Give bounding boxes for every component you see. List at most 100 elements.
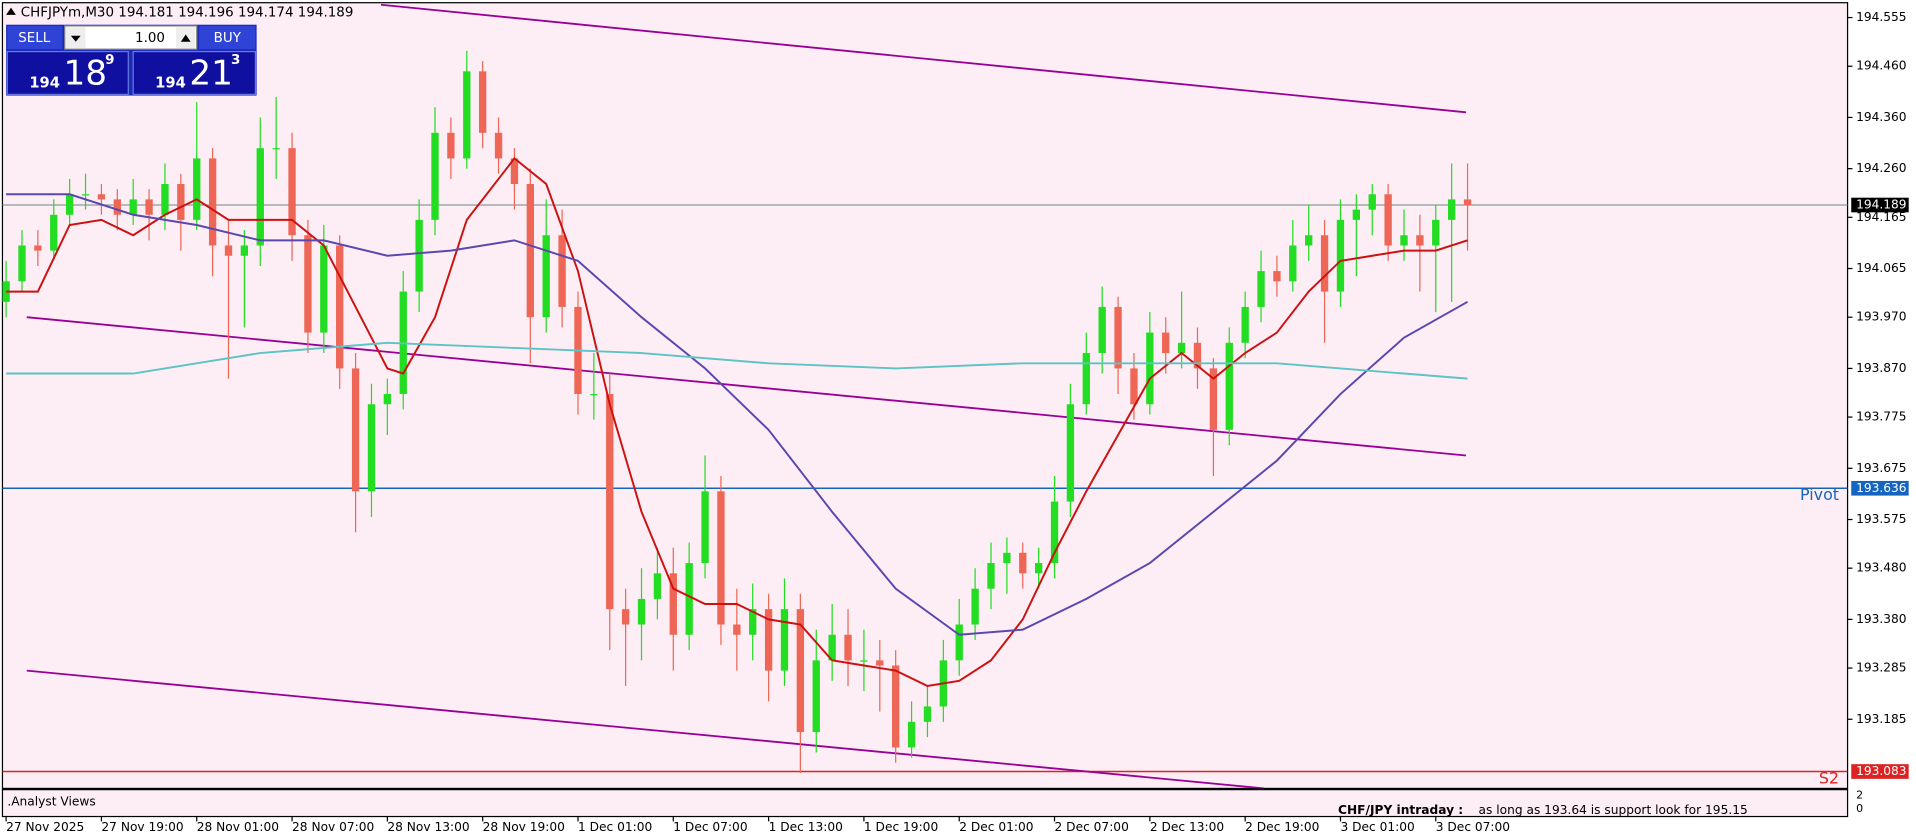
x-tick-label: 28 Nov 19:00 — [483, 820, 565, 834]
candle-body — [1003, 552, 1011, 564]
collapse-icon[interactable] — [6, 7, 16, 15]
y-tick-label: 193.480 — [1856, 561, 1906, 575]
candle-body — [1416, 235, 1424, 246]
candle-body — [780, 609, 789, 671]
sell-price-sup: 9 — [105, 53, 114, 68]
x-tick-label: 27 Nov 19:00 — [101, 820, 183, 834]
last-price-tag — [1851, 197, 1909, 213]
annotation-title: CHF/JPY intraday : — [1338, 803, 1463, 817]
candle-body — [1146, 332, 1154, 405]
candle-body — [1352, 209, 1361, 220]
buy-price-big: 194 — [155, 74, 186, 91]
candle-body — [1368, 194, 1376, 210]
sell-button[interactable] — [7, 25, 63, 50]
candle-body — [113, 199, 121, 215]
candle-body — [828, 634, 836, 661]
candle-body — [447, 132, 455, 159]
candle-body — [1305, 235, 1313, 246]
candle-body — [479, 71, 487, 133]
candle-body — [304, 235, 312, 333]
candle-body — [1034, 563, 1043, 574]
candle-body — [1066, 404, 1075, 502]
x-tick-label: 1 Dec 07:00 — [673, 820, 747, 834]
level-tag — [1851, 764, 1909, 779]
candle-body — [18, 245, 26, 282]
y-tick-label: 193.285 — [1856, 661, 1906, 675]
level-value: 193.083 — [1856, 764, 1906, 778]
candle-body — [34, 245, 42, 251]
annotation: as long as 193.64 is support look for 19… — [1479, 803, 1748, 817]
indicator-title: .Analyst Views — [7, 794, 95, 808]
buy-price-main: 21 — [189, 53, 233, 93]
candle-body — [1463, 199, 1472, 206]
x-tick-label: 2 Dec 13:00 — [1150, 820, 1224, 834]
sell-label[interactable]: SELL — [18, 31, 51, 46]
level-tag — [1851, 480, 1909, 496]
candle-body — [415, 219, 423, 292]
candle-body — [177, 184, 185, 220]
overlay-layer: 194.555 194.460 194.360 194.260 194.165 194.0… — [5, 10, 1909, 834]
candle-body — [701, 491, 709, 564]
candle-body — [558, 235, 566, 307]
buy-button[interactable] — [199, 25, 256, 50]
candle-body — [224, 245, 233, 256]
candle-body — [50, 214, 58, 251]
candle-body — [81, 194, 90, 196]
sell-price-box[interactable] — [6, 50, 129, 95]
candle-body — [1384, 194, 1392, 246]
x-tick-label: 1 Dec 19:00 — [864, 820, 938, 834]
candle-body — [1336, 219, 1345, 292]
candle-body — [1225, 342, 1233, 430]
candle-body — [590, 394, 598, 396]
candle-body — [1098, 306, 1106, 354]
candle-body — [621, 609, 630, 625]
lot-input[interactable] — [64, 25, 198, 50]
candle-body — [272, 148, 280, 150]
y-tick-label: 194.065 — [1856, 261, 1906, 275]
y-tick-label: 194.165 — [1856, 210, 1906, 224]
sell-price-big: 194 — [29, 74, 60, 91]
buy-label[interactable]: BUY — [214, 31, 242, 46]
x-tick-label: 28 Nov 07:00 — [292, 820, 374, 834]
candle-body — [1114, 306, 1122, 369]
candle-body — [749, 609, 757, 635]
channel-line — [26, 316, 1467, 457]
plot-layer — [2, 3, 1848, 789]
candle-body — [987, 563, 995, 589]
y-tick-label: 193.970 — [1856, 310, 1906, 324]
candle-body — [717, 491, 725, 625]
candle-body — [240, 245, 249, 256]
candle-body — [383, 394, 392, 405]
candle-body — [193, 158, 201, 220]
x-tick-label: 28 Nov 13:00 — [387, 820, 469, 834]
last-price-label: 194.189 — [1856, 198, 1906, 212]
y-tick-label: 193.870 — [1856, 361, 1906, 375]
moving-average — [6, 341, 1468, 380]
candle-body — [796, 609, 805, 733]
candle-body — [1257, 271, 1265, 307]
candle-body — [97, 194, 106, 200]
x-tick-label: 1 Dec 13:00 — [769, 820, 843, 834]
candle-body — [1162, 332, 1170, 354]
lot-value[interactable]: 1.00 — [135, 31, 165, 46]
candle-body — [510, 158, 519, 185]
candle-body — [653, 573, 662, 599]
y-tick-label: 193.185 — [1856, 712, 1906, 726]
x-tick-label: 3 Dec 07:00 — [1436, 820, 1510, 834]
candle-body — [1130, 368, 1138, 405]
plot-area — [1, 2, 1849, 790]
candle-body — [1320, 235, 1329, 292]
x-tick-label: 27 Nov 2025 — [6, 820, 84, 834]
symbol-header: CHFJPYm,M30 194.181 194.196 194.174 194.… — [21, 5, 354, 20]
indicator-scale-label: 2 — [1856, 789, 1863, 802]
candle-body — [606, 394, 614, 610]
candle-body — [1050, 501, 1059, 564]
level-value: 193.636 — [1856, 481, 1906, 495]
candle-body — [923, 706, 932, 722]
x-tick-label: 3 Dec 01:00 — [1340, 820, 1414, 834]
buy-price-box[interactable] — [132, 50, 256, 95]
x-tick-label: 2 Dec 01:00 — [959, 820, 1033, 834]
moving-average — [6, 193, 1469, 636]
y-tick-label: 194.555 — [1856, 10, 1906, 24]
